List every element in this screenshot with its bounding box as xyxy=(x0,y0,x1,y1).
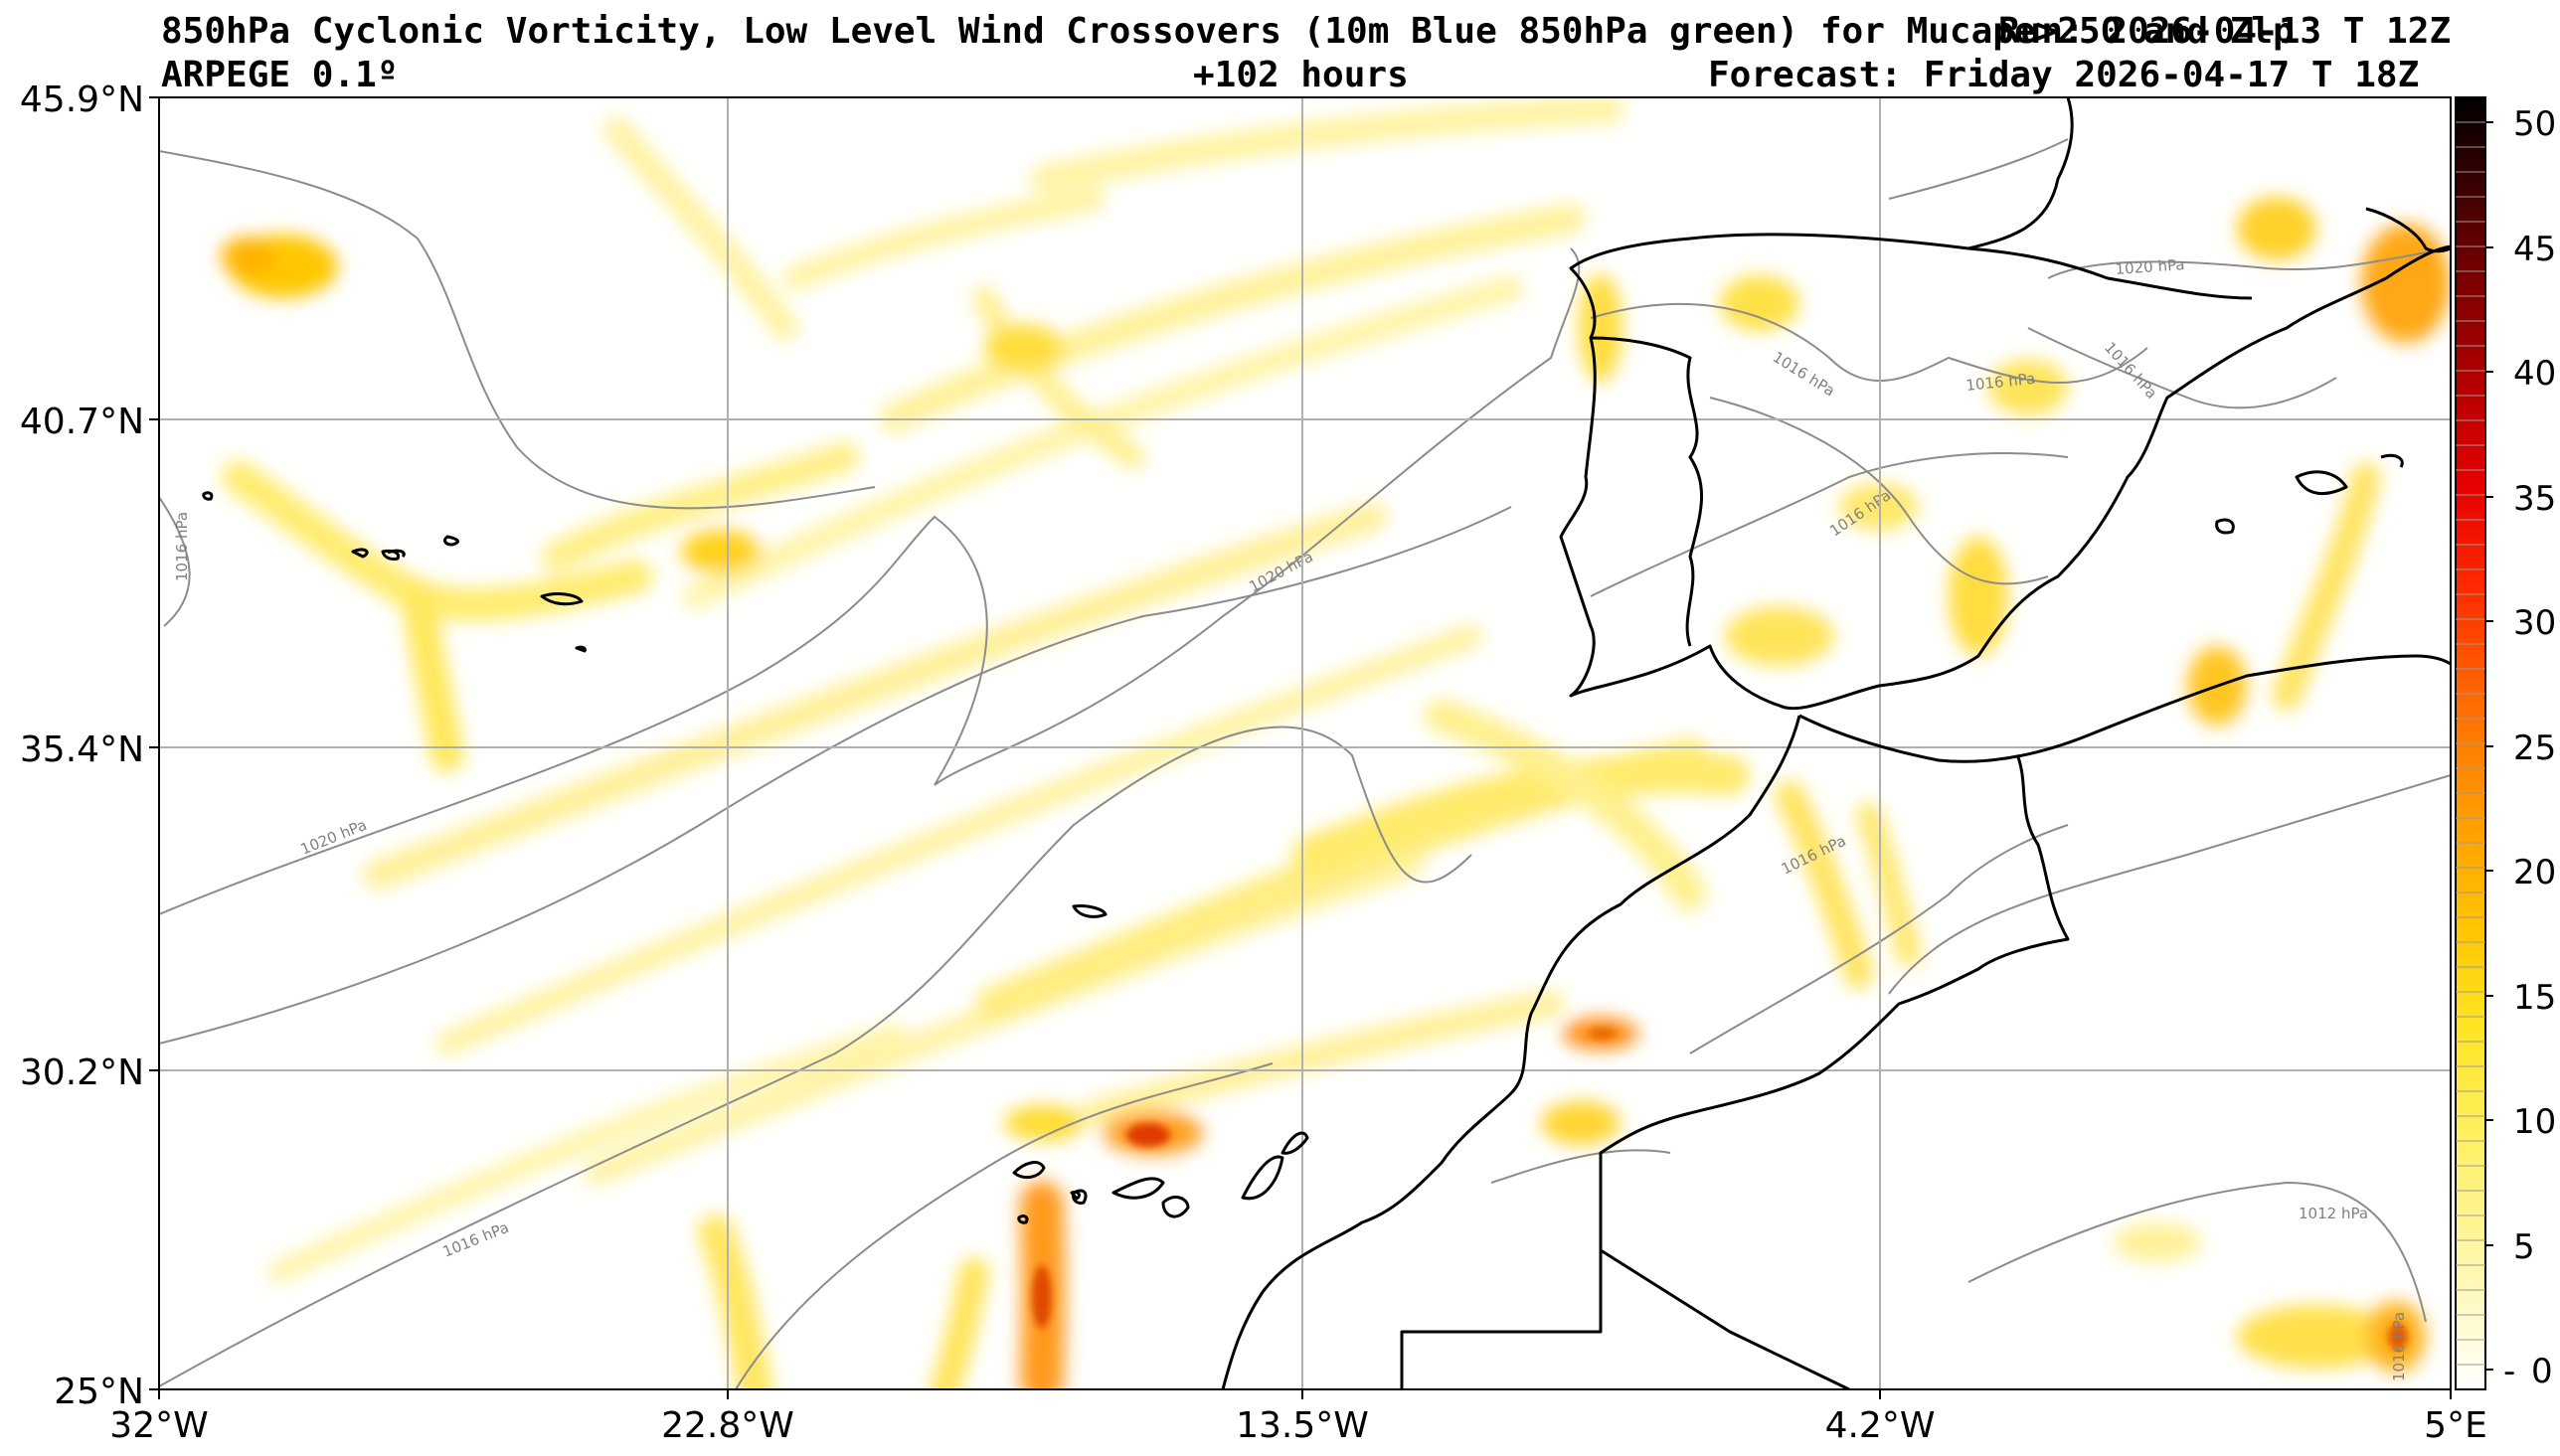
run-time: Run: 2026-04-13 T 12Z xyxy=(1998,11,2452,52)
colorbar-tick: 35 xyxy=(2513,479,2556,519)
lon-label: 4.2°W xyxy=(1825,1405,1936,1446)
valid-time: Forecast: Friday 2026-04-17 T 18Z xyxy=(1708,55,2420,95)
colorbar-tick-marks xyxy=(2485,121,2493,1371)
longitude-labels: 32°W 22.8°W 13.5°W 4.2°W 5°E xyxy=(109,1405,2487,1446)
lon-label: 13.5°W xyxy=(1236,1405,1369,1446)
colorbar-tick: 5 xyxy=(2513,1227,2535,1267)
lon-label: 32°W xyxy=(109,1405,208,1446)
lat-label: 40.7°N xyxy=(20,402,144,442)
colorbar-tick: 15 xyxy=(2513,978,2556,1018)
lat-label: 35.4°N xyxy=(20,729,144,770)
isobar-label: 1020 hPa xyxy=(2115,255,2185,278)
colorbar-tick: 0 xyxy=(2531,1352,2553,1391)
plot-area: 1020 hPa 1020 hPa 1016 hPa 1016 hPa 1016… xyxy=(159,97,2451,1389)
colorbar-tick: 20 xyxy=(2513,853,2556,892)
lon-label: 5°E xyxy=(2424,1405,2487,1446)
colorbar-tick: 40 xyxy=(2513,354,2556,394)
colorbar-tick: 25 xyxy=(2513,728,2556,768)
vorticity-maxima xyxy=(1032,1028,2408,1351)
colorbar-labels: 50 45 40 35 30 25 20 15 10 5 - 0 xyxy=(2503,104,2556,1391)
model-name: ARPEGE 0.1º xyxy=(161,55,399,95)
colorbar-level-lines xyxy=(2456,121,2485,1366)
isobar-label: 1016 hPa xyxy=(173,512,191,581)
colorbar: 50 45 40 35 30 25 20 15 10 5 - 0 xyxy=(2455,96,2556,1391)
colorbar-tick: 45 xyxy=(2513,230,2556,269)
vorticity-field xyxy=(221,97,2451,1389)
colorbar-tick: - xyxy=(2503,1352,2515,1391)
lat-label: 25°N xyxy=(54,1372,144,1412)
colorbar-tick: 30 xyxy=(2513,603,2556,643)
map-title: 850hPa Cyclonic Vorticity, Low Level Win… xyxy=(161,11,2295,52)
colorbar-tick: 10 xyxy=(2513,1102,2556,1142)
graticule xyxy=(159,97,2451,1389)
lead-time: +102 hours xyxy=(1193,55,1409,95)
lat-label: 30.2°N xyxy=(20,1052,144,1093)
lon-label: 22.8°W xyxy=(661,1405,794,1446)
isobar-label: 1012 hPa xyxy=(2299,1205,2368,1222)
plot-frame xyxy=(158,96,2452,1390)
coastlines xyxy=(202,97,2451,1389)
latitude-labels: 45.9°N 40.7°N 35.4°N 30.2°N 25°N xyxy=(20,80,144,1412)
isobar-label: 1016 hPa xyxy=(2390,1312,2408,1381)
lat-label: 45.9°N xyxy=(20,80,144,120)
colorbar-tick: 50 xyxy=(2513,104,2556,144)
axis-ticks xyxy=(149,96,2452,1399)
